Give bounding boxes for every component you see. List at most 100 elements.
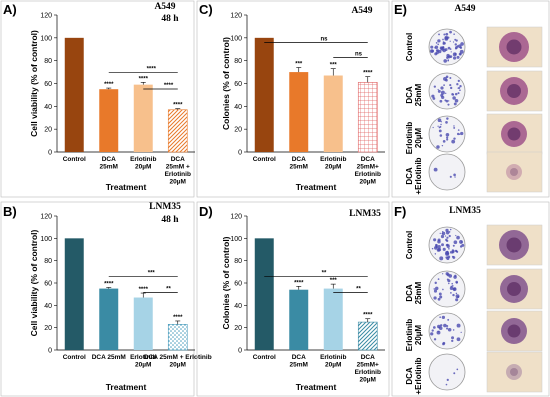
colony — [456, 83, 459, 86]
panel-border — [196, 0, 390, 198]
x-axis-label: Treatment — [296, 182, 337, 192]
colony — [451, 339, 454, 343]
colony — [453, 125, 455, 127]
colony — [441, 232, 443, 235]
colony — [431, 329, 434, 332]
colony — [446, 136, 449, 139]
colony — [437, 39, 441, 43]
colony — [437, 239, 441, 244]
colony — [442, 140, 446, 143]
colony — [445, 92, 447, 95]
colony — [438, 33, 440, 36]
y-tick-label: 0 — [48, 150, 52, 157]
colony — [441, 144, 444, 147]
colony — [449, 48, 452, 50]
colony — [449, 175, 452, 178]
comparison-label: ** — [166, 286, 171, 292]
chart-title: A549 — [351, 6, 372, 16]
colony — [432, 97, 436, 100]
plate — [428, 28, 466, 66]
colony — [448, 100, 450, 102]
colony — [434, 45, 439, 50]
colony — [457, 92, 460, 95]
colony — [439, 99, 443, 103]
colony — [443, 84, 445, 86]
colony — [431, 247, 434, 250]
y-tick-label: 40 — [234, 104, 242, 111]
colony — [445, 327, 449, 330]
y-axis-label: Colonies (% of control) — [221, 37, 231, 130]
colony — [435, 42, 438, 44]
colony — [449, 30, 452, 34]
bar — [323, 75, 343, 152]
colony — [449, 76, 452, 79]
colony — [438, 129, 442, 133]
colony — [430, 332, 434, 336]
bar — [167, 324, 188, 351]
panel-label: F) — [394, 204, 406, 219]
significance: **** — [294, 280, 304, 286]
colony — [445, 121, 448, 124]
colony — [450, 291, 452, 294]
spheroid-core — [510, 168, 518, 176]
significance: **** — [139, 287, 149, 293]
colony — [448, 247, 450, 250]
colony — [450, 86, 453, 90]
significance: *** — [330, 278, 338, 284]
colony — [441, 315, 446, 320]
colony — [446, 250, 449, 253]
y-tick-label: 100 — [40, 236, 52, 243]
x-tick-label: DCA 25mM — [100, 156, 118, 171]
panel-title: LNM35 — [449, 206, 481, 216]
panel-border — [0, 201, 195, 397]
colony — [445, 132, 450, 137]
chart-title: LNM35 — [349, 209, 381, 219]
colony — [438, 292, 442, 296]
y-tick-label: 120 — [230, 13, 242, 20]
colony — [452, 244, 455, 247]
bar — [99, 89, 119, 152]
colony — [456, 368, 459, 371]
colony — [452, 329, 455, 331]
colony — [431, 94, 435, 98]
bar — [64, 37, 84, 153]
colony — [447, 255, 451, 259]
chart-title: A549 — [154, 2, 175, 12]
colony — [432, 126, 434, 129]
colony — [449, 84, 452, 87]
spheroid-core — [506, 237, 522, 253]
y-tick-label: 120 — [40, 13, 52, 20]
colony — [442, 341, 446, 345]
colony — [433, 238, 437, 242]
colony — [446, 117, 449, 120]
colony — [456, 323, 461, 328]
spheroid-core — [507, 282, 521, 296]
colony — [455, 280, 459, 284]
colony — [429, 49, 434, 53]
colony — [448, 282, 450, 285]
row-label: DCA25mM — [405, 281, 423, 304]
colony — [437, 118, 442, 123]
colony — [457, 295, 460, 298]
row-label: Control — [405, 231, 414, 259]
significance: *** — [330, 63, 338, 69]
colony — [445, 32, 449, 36]
bar — [254, 37, 274, 153]
y-axis-label: Cell viability (% of control) — [29, 30, 39, 137]
colony — [436, 330, 441, 335]
colony — [453, 372, 456, 375]
x-tick-label: Erlotinib 20µM — [130, 156, 156, 171]
colony — [447, 103, 450, 106]
colony — [441, 95, 445, 99]
y-tick-label: 0 — [238, 150, 242, 157]
bar — [254, 238, 274, 350]
colony — [446, 278, 449, 281]
y-tick-label: 20 — [44, 325, 52, 332]
x-tick-label: Control — [63, 156, 86, 163]
comparison-label: ** — [356, 286, 361, 292]
colony — [459, 49, 464, 54]
colony — [455, 234, 457, 237]
colony — [454, 52, 457, 56]
colony — [452, 93, 455, 96]
colony — [436, 248, 441, 252]
